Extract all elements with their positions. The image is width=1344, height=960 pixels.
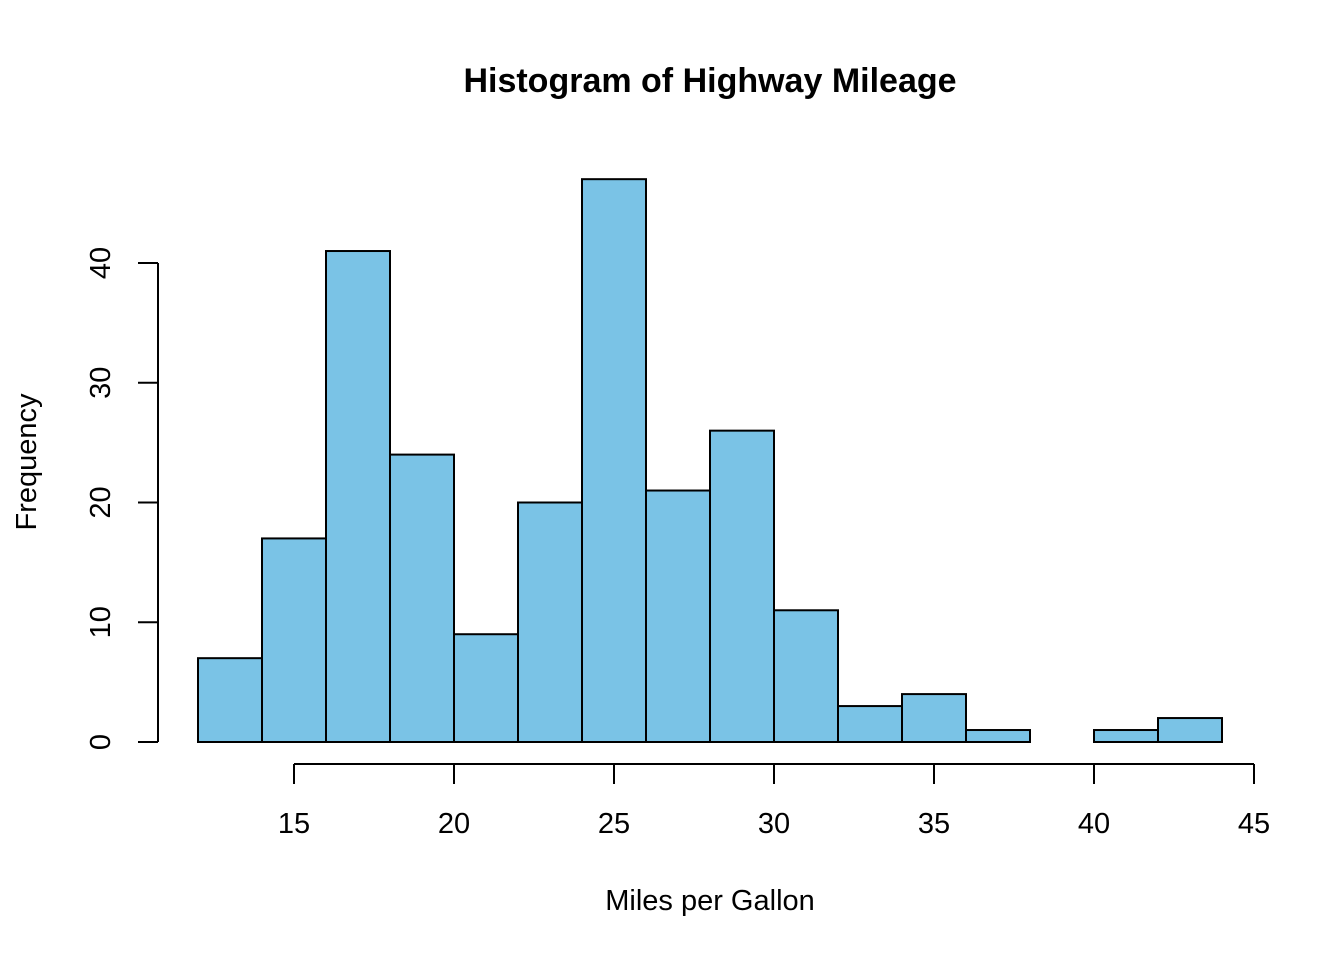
bars-group — [197, 178, 1223, 744]
histogram-bar — [1093, 729, 1159, 744]
y-tick-label: 20 — [85, 486, 117, 518]
histogram-bar — [645, 489, 711, 743]
histogram-bar — [581, 178, 647, 744]
chart-title: Histogram of Highway Mileage — [463, 62, 956, 100]
x-axis-label: Miles per Gallon — [605, 885, 815, 917]
x-tick-label: 40 — [1078, 808, 1110, 840]
histogram-bar — [261, 537, 327, 743]
histogram-bar — [773, 609, 839, 744]
x-tick-label: 35 — [918, 808, 950, 840]
y-tick-label: 30 — [85, 367, 117, 399]
y-axis: 0 10 20 30 40 — [85, 247, 159, 750]
histogram-bar — [965, 729, 1031, 744]
histogram-bar — [837, 705, 903, 744]
x-tick-label: 25 — [598, 808, 630, 840]
histogram-bar — [325, 250, 391, 743]
y-tick-label: 0 — [85, 734, 117, 750]
histogram-bar — [901, 693, 967, 743]
histogram-bar — [517, 501, 583, 743]
y-axis-label: Frequency — [11, 393, 43, 531]
x-tick-label: 15 — [278, 808, 310, 840]
x-tick-label: 20 — [438, 808, 470, 840]
histogram-bar — [389, 453, 455, 743]
x-tick-label: 45 — [1238, 808, 1270, 840]
histogram-bar — [709, 429, 775, 743]
x-tick-label: 30 — [758, 808, 790, 840]
x-axis: 15 20 25 30 35 40 45 — [278, 763, 1270, 840]
histogram-bar — [1157, 717, 1223, 743]
histogram-bar — [197, 657, 263, 743]
y-tick-label: 10 — [85, 606, 117, 638]
y-tick-label: 40 — [85, 247, 117, 279]
histogram-bar — [453, 633, 519, 743]
